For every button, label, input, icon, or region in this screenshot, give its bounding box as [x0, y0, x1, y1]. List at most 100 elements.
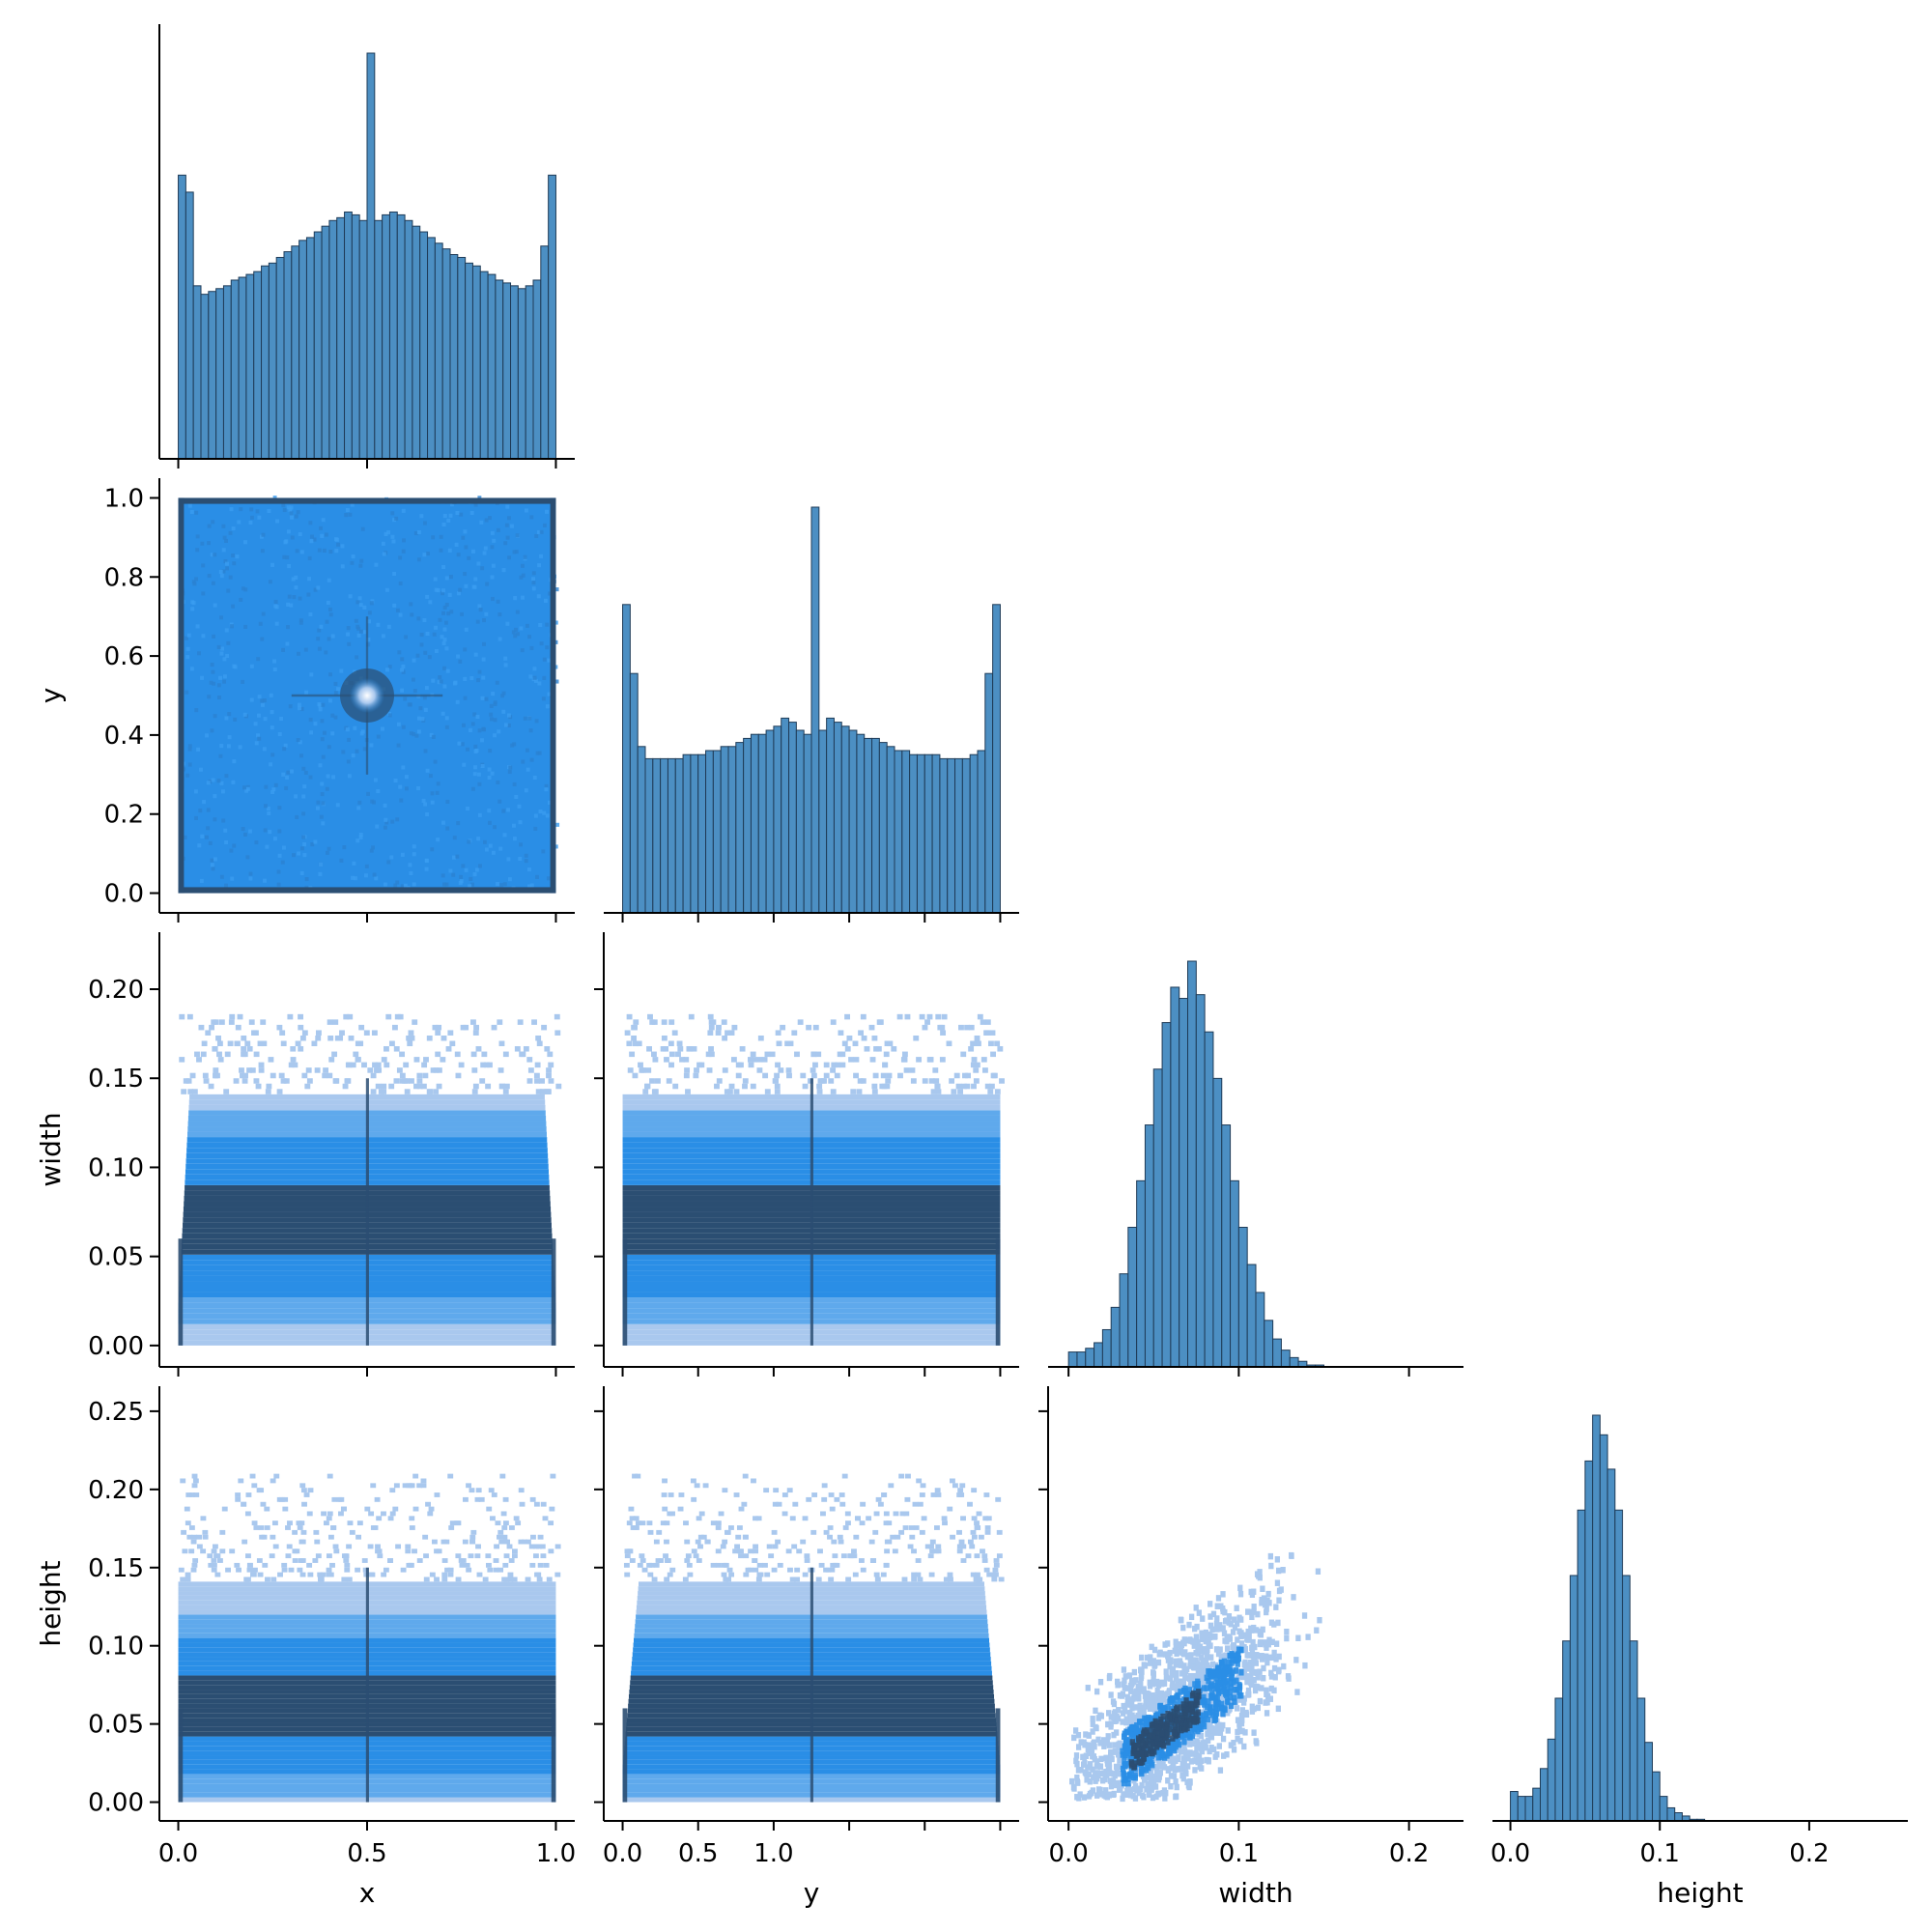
- density-cell: [185, 1572, 191, 1577]
- y-tick-label: 1.0: [104, 484, 144, 513]
- density-cell: [919, 1492, 925, 1497]
- density-cell: [764, 1051, 771, 1058]
- density-cell: [1125, 1779, 1131, 1787]
- density-cell: [748, 1567, 753, 1573]
- density-cell: [1255, 1704, 1262, 1712]
- density-cell: [246, 1046, 253, 1052]
- density-cell: [752, 1558, 758, 1563]
- density-cell: [1301, 1612, 1308, 1619]
- density-cell: [400, 668, 405, 672]
- density-cell: [336, 542, 341, 547]
- density-cell: [404, 775, 409, 780]
- density-cell: [971, 1534, 978, 1540]
- density-cell: [623, 1562, 630, 1568]
- density-cell: [532, 667, 537, 671]
- density-cell: [440, 635, 444, 639]
- density-cell: [324, 532, 328, 537]
- density-cell: [241, 827, 245, 832]
- density-cell: [1213, 1729, 1219, 1736]
- density-cell: [230, 624, 235, 629]
- density-cell: [1132, 1795, 1139, 1802]
- density-cell: [991, 1577, 998, 1582]
- density-cell: [430, 847, 435, 852]
- density-cell: [1195, 1709, 1201, 1716]
- density-cell: [542, 657, 547, 662]
- density-cell: [829, 1506, 836, 1512]
- density-cell: [232, 664, 237, 668]
- density-cell: [1209, 1711, 1216, 1719]
- density-cell: [233, 1078, 240, 1084]
- density-cell: [301, 1072, 308, 1079]
- hist-bar: [1144, 1124, 1154, 1368]
- hist-bar: [1659, 1796, 1668, 1822]
- density-cell: [1108, 1714, 1114, 1720]
- density-cell: [1164, 1698, 1170, 1706]
- density-cell: [266, 1083, 272, 1090]
- density-cell: [441, 522, 446, 527]
- density-cell: [345, 507, 350, 513]
- density-cell: [1242, 1729, 1248, 1736]
- density-cell: [228, 1019, 235, 1025]
- density-cell: [268, 830, 272, 835]
- density-cell: [346, 759, 351, 764]
- density-cell: [297, 1567, 303, 1573]
- density-cell: [840, 1553, 847, 1559]
- density-cell: [1151, 1658, 1156, 1664]
- density-cell: [485, 1553, 492, 1559]
- hist-bar: [275, 256, 285, 460]
- density-cell: [871, 1089, 878, 1094]
- density-cell: [975, 1525, 981, 1530]
- density-cell: [1242, 1632, 1248, 1639]
- density-cell: [497, 1529, 504, 1535]
- density-cell: [454, 542, 459, 547]
- hist-bar: [404, 219, 413, 460]
- density-cell: [416, 716, 421, 721]
- density-cell: [201, 634, 206, 639]
- density-cell: [442, 882, 446, 887]
- density-cell: [534, 1062, 541, 1068]
- density-cell: [975, 1040, 981, 1047]
- density-cell: [431, 678, 436, 683]
- density-cell: [242, 1539, 248, 1545]
- density-cell: [443, 1539, 450, 1545]
- density-cell: [1172, 1747, 1178, 1754]
- density-cell: [525, 1577, 531, 1582]
- density-cell: [1180, 1624, 1186, 1632]
- density-cell: [554, 844, 558, 849]
- density-cell: [1152, 1719, 1159, 1726]
- density-cell: [661, 1019, 668, 1025]
- density-cell: [1142, 1692, 1149, 1699]
- density-cell: [288, 704, 293, 709]
- density-cell: [633, 1019, 639, 1025]
- density-cell: [774, 1089, 781, 1094]
- density-cell: [707, 1013, 714, 1020]
- density-cell: [330, 731, 335, 736]
- density-cell: [430, 791, 435, 796]
- density-cell: [1235, 1735, 1240, 1743]
- x-tick-label: 0.1: [1640, 1839, 1680, 1868]
- density-cell: [390, 534, 395, 539]
- density-cell: [343, 1013, 350, 1020]
- density-cell: [1245, 1628, 1251, 1635]
- density-cell: [216, 644, 221, 649]
- density-cell: [229, 1013, 236, 1020]
- density-cell: [376, 1516, 383, 1521]
- density-cell: [294, 585, 298, 590]
- density-cell: [454, 1051, 461, 1058]
- density-cell: [496, 527, 500, 532]
- density-cell: [190, 607, 195, 611]
- density-cell: [1295, 1634, 1301, 1642]
- density-cell: [772, 1544, 779, 1549]
- density-cell: [860, 1567, 867, 1573]
- density-cell: [526, 867, 531, 872]
- density-cell: [438, 617, 442, 622]
- density-cell: [473, 1024, 480, 1031]
- density-cell: [1208, 1622, 1214, 1630]
- density-cell: [198, 1024, 205, 1031]
- density-cell: [214, 1572, 221, 1577]
- density-cell: [412, 844, 416, 849]
- density-cell: [257, 515, 262, 520]
- density-cell: [241, 1051, 247, 1058]
- hist-bar: [532, 279, 542, 460]
- density-cell: [548, 1548, 554, 1554]
